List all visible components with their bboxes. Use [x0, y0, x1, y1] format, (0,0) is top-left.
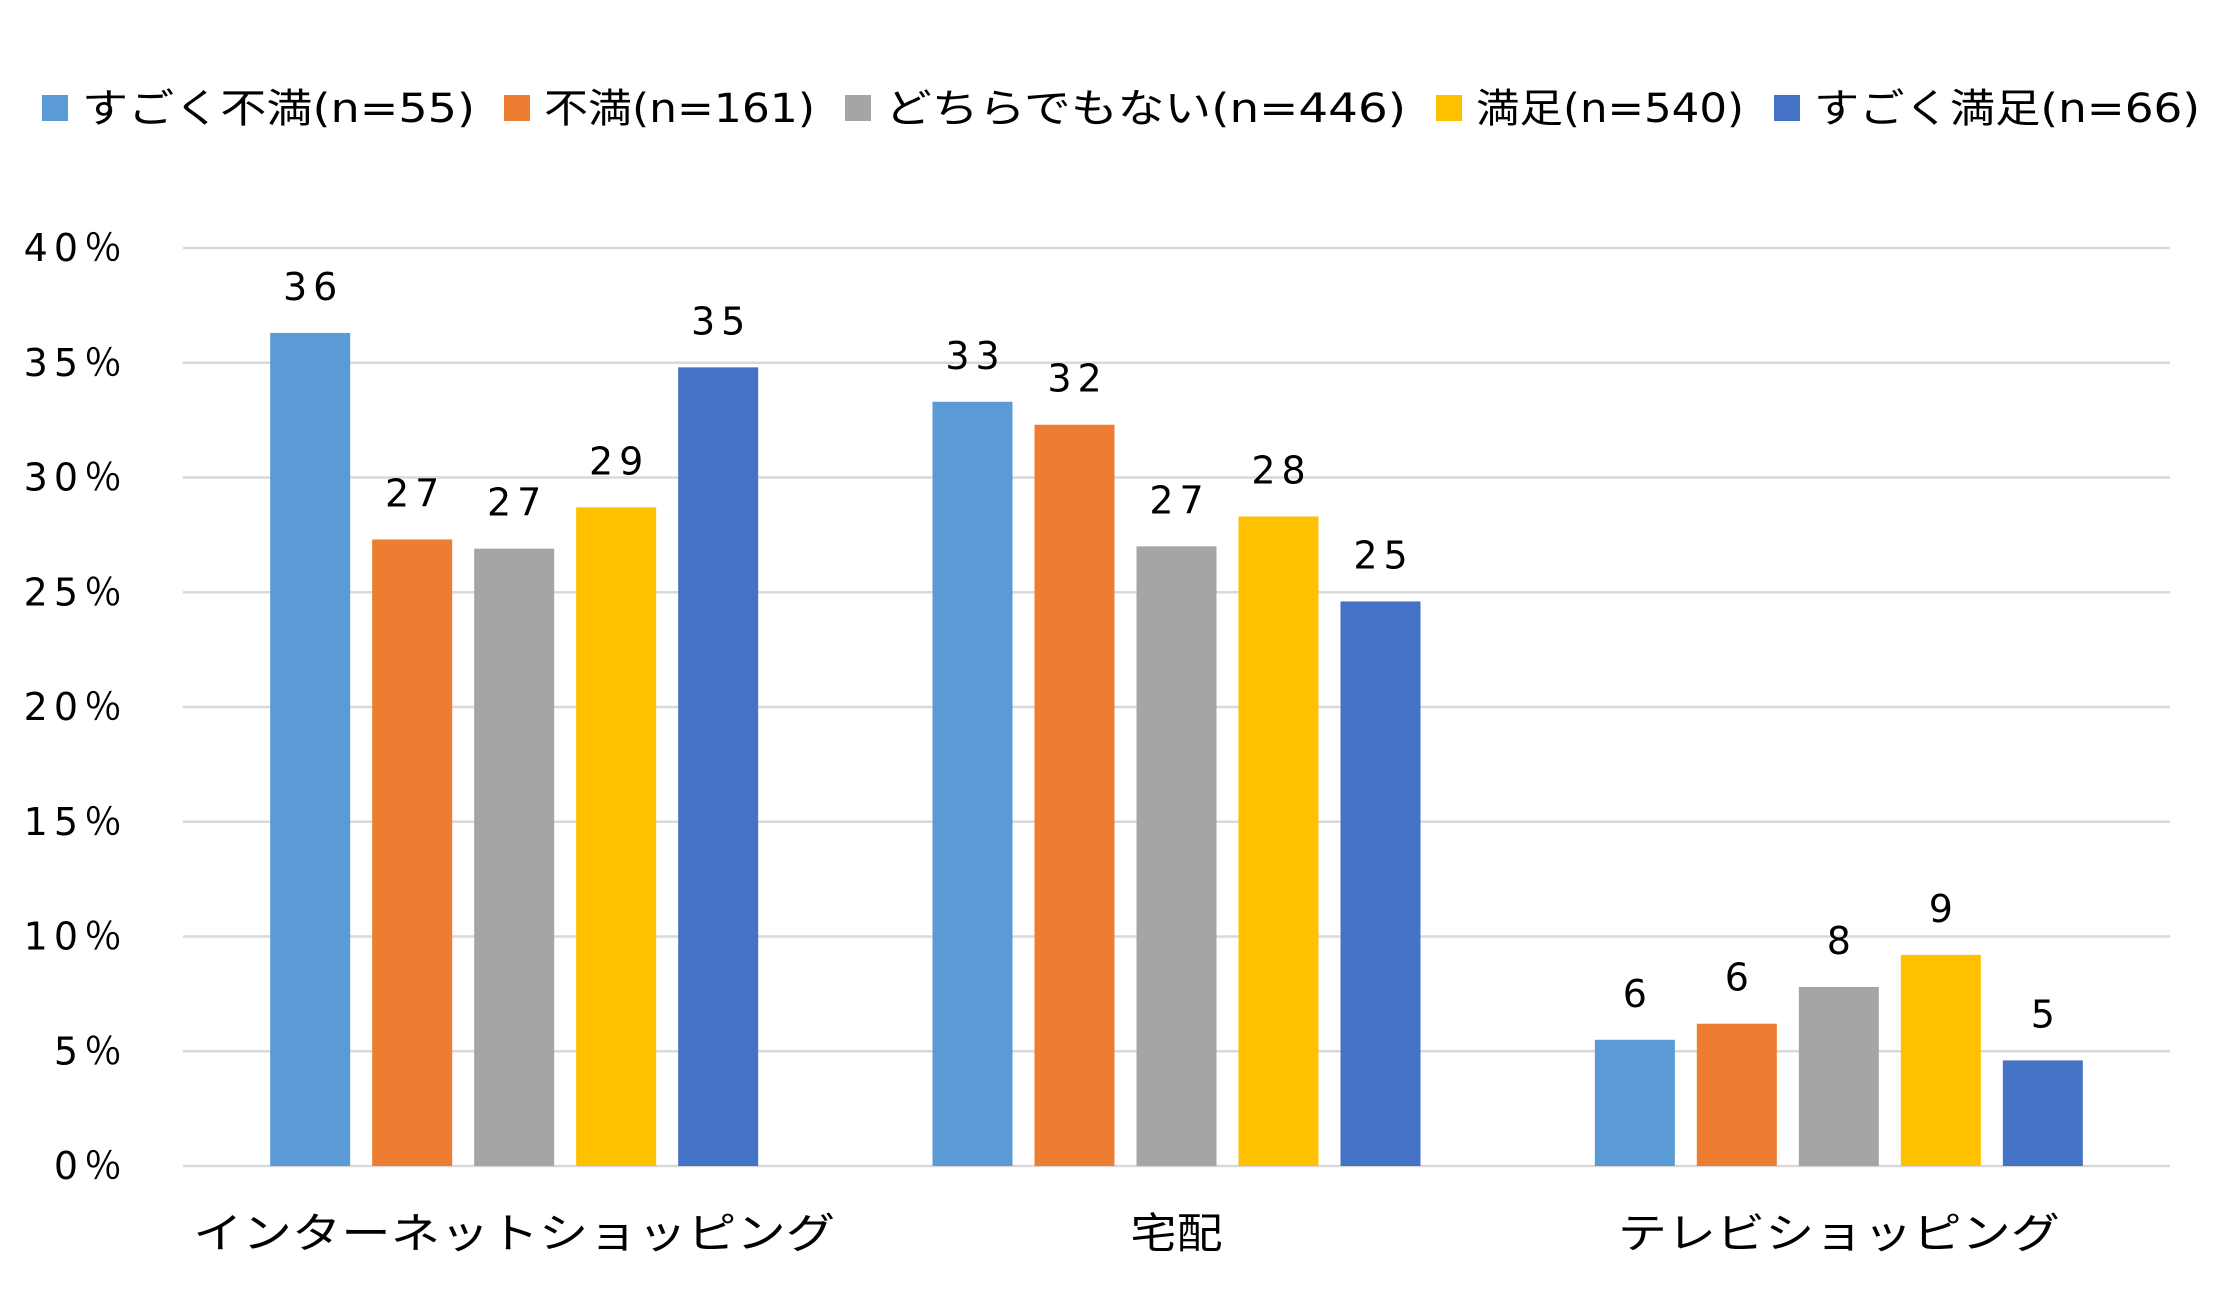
data-label: 6	[1623, 972, 1653, 1016]
data-label: 27	[385, 471, 445, 515]
y-tick-label: 15％	[24, 800, 128, 844]
category-label: 宅配	[1131, 1209, 1223, 1258]
data-label: 32	[1047, 357, 1107, 401]
legend-swatch	[504, 95, 530, 121]
legend-label: 満足(n=540)	[1476, 86, 1744, 132]
data-label: 8	[1827, 919, 1857, 963]
data-label: 29	[589, 439, 649, 483]
bar	[1798, 986, 1879, 1166]
legend-swatch	[42, 95, 68, 121]
data-label: 35	[691, 299, 751, 343]
legend-item: すごく満足(n=66)	[1774, 86, 2200, 132]
legend-item: どちらでもない(n=446)	[845, 86, 1406, 132]
bar	[474, 548, 555, 1166]
legend-label: 不満(n=161)	[544, 86, 815, 132]
legend-item: 不満(n=161)	[504, 86, 815, 132]
data-label: 27	[1149, 478, 1209, 522]
bars	[270, 332, 2083, 1167]
data-label: 6	[1725, 956, 1755, 1000]
bar	[576, 507, 657, 1167]
bar	[2002, 1060, 2083, 1166]
data-label: 36	[283, 265, 343, 309]
y-axis-tick-labels: 0％ 5％ 10％ 15％ 20％ 25％ 30％ 35％ 40％	[24, 226, 128, 1188]
y-tick-label: 0％	[54, 1144, 128, 1188]
legend: すごく不満(n=55) 不満(n=161) どちらでもない(n=446) 満足(n=5…	[42, 86, 2200, 132]
y-tick-label: 20％	[24, 685, 128, 729]
y-tick-label: 5％	[54, 1029, 128, 1073]
x-axis-category-labels: インターネットショッピング 宅配 テレビショッピング	[193, 1209, 2060, 1258]
bar	[1340, 601, 1421, 1166]
bar	[678, 367, 759, 1167]
y-tick-label: 10％	[24, 915, 128, 959]
legend-swatch	[845, 95, 871, 121]
legend-label: すごく満足(n=66)	[1814, 86, 2200, 132]
bar	[1034, 424, 1115, 1167]
y-tick-label: 40％	[24, 226, 128, 270]
data-label: 33	[945, 334, 1005, 378]
data-labels: 36 27 27 29 35 33 32 27 28 25 6 6 8 9 5	[283, 265, 2061, 1037]
y-tick-label: 30％	[24, 456, 128, 500]
data-label: 9	[1929, 887, 1959, 931]
bar	[372, 539, 453, 1166]
bar	[1238, 516, 1319, 1166]
y-tick-label: 35％	[24, 341, 128, 385]
legend-item: すごく不満(n=55)	[42, 86, 475, 132]
data-label: 28	[1251, 449, 1311, 493]
bar	[1696, 1023, 1777, 1166]
y-tick-label: 25％	[24, 570, 128, 614]
category-label: インターネットショッピング	[193, 1209, 835, 1258]
bar	[270, 332, 351, 1166]
legend-swatch	[1774, 95, 1800, 121]
legend-label: どちらでもない(n=446)	[885, 86, 1406, 132]
bar	[1136, 546, 1217, 1166]
legend-swatch	[1436, 95, 1462, 121]
legend-item: 満足(n=540)	[1436, 86, 1744, 132]
bar	[932, 401, 1013, 1166]
bar	[1900, 954, 1981, 1166]
legend-label: すごく不満(n=55)	[82, 86, 475, 132]
data-label: 25	[1353, 533, 1413, 577]
data-label: 27	[487, 481, 547, 525]
data-label: 5	[2031, 992, 2061, 1036]
bar	[1594, 1039, 1675, 1166]
category-label: テレビショッピング	[1618, 1209, 2060, 1258]
